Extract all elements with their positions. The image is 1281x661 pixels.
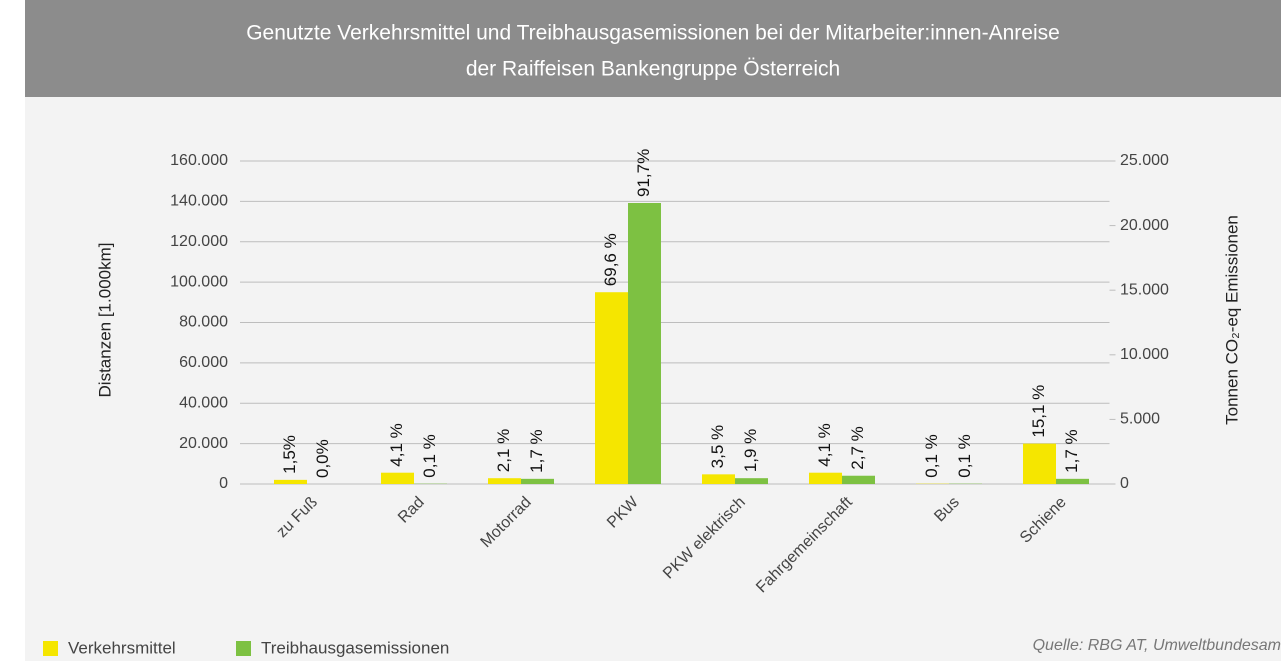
y-tick-label: 60.000 xyxy=(179,354,228,371)
bar-label: 0,1 % xyxy=(420,434,439,477)
bar-label: 1,7 % xyxy=(1062,429,1081,472)
y2-axis-label: Tonnen CO₂-eq Emissionen xyxy=(1222,215,1241,425)
bar-label: 0,1 % xyxy=(955,434,974,477)
y-tick-label: 140.000 xyxy=(170,193,228,210)
y-tick-label: 80.000 xyxy=(179,314,228,331)
header xyxy=(25,0,1281,97)
bar xyxy=(381,472,414,484)
source: Quelle: RBG AT, Umweltbundesam xyxy=(1033,637,1281,654)
legend-label: Verkehrsmittel xyxy=(68,638,176,657)
y2-tick-label: 0 xyxy=(1120,475,1129,492)
chart-title: der Raiffeisen Bankengruppe Österreich xyxy=(466,58,840,81)
bar xyxy=(1023,443,1056,484)
y2-tick-label: 5.000 xyxy=(1120,411,1160,428)
bar-label: 4,1 % xyxy=(387,423,406,466)
y-tick-label: 20.000 xyxy=(179,435,228,452)
bar xyxy=(274,479,307,484)
y-axis-label: Distanzen [1.000km] xyxy=(95,243,114,398)
bar-label: 1,5% xyxy=(280,435,299,474)
y-tick-label: 120.000 xyxy=(170,233,228,250)
chart-title: Genutzte Verkehrsmittel und Treibhausgas… xyxy=(246,22,1060,45)
bar-label: 3,5 % xyxy=(708,425,727,468)
bar xyxy=(628,202,661,485)
bar xyxy=(521,478,554,484)
bar xyxy=(735,478,768,484)
y2-tick-label: 10.000 xyxy=(1120,346,1169,363)
y2-tick-label: 20.000 xyxy=(1120,217,1169,234)
bar-label: 1,9 % xyxy=(741,429,760,472)
bar-label: 1,7 % xyxy=(527,429,546,472)
bar xyxy=(595,292,628,484)
bar-label: 2,7 % xyxy=(848,426,867,469)
bar-label: 91,7% xyxy=(634,149,653,197)
bar xyxy=(488,478,521,484)
y2-tick-label: 15.000 xyxy=(1120,281,1169,298)
bar xyxy=(702,474,735,484)
bar xyxy=(842,475,875,484)
bar-label: 69,6 % xyxy=(601,233,620,286)
bar-label: 4,1 % xyxy=(815,423,834,466)
bar xyxy=(809,472,842,484)
legend-swatch xyxy=(43,641,58,656)
bar xyxy=(1056,478,1089,484)
bar-label: 0,0% xyxy=(313,439,332,478)
bar-label: 15,1 % xyxy=(1029,385,1048,438)
legend-label: Treibhausgasemissionen xyxy=(261,638,449,657)
y2-tick-label: 25.000 xyxy=(1120,152,1169,169)
y-tick-label: 40.000 xyxy=(179,394,228,411)
bar-label: 2,1 % xyxy=(494,429,513,472)
y-tick-label: 160.000 xyxy=(170,152,228,169)
y-tick-label: 100.000 xyxy=(170,273,228,290)
bar-label: 0,1 % xyxy=(922,434,941,477)
legend-swatch xyxy=(236,641,251,656)
y-tick-label: 0 xyxy=(219,475,228,492)
